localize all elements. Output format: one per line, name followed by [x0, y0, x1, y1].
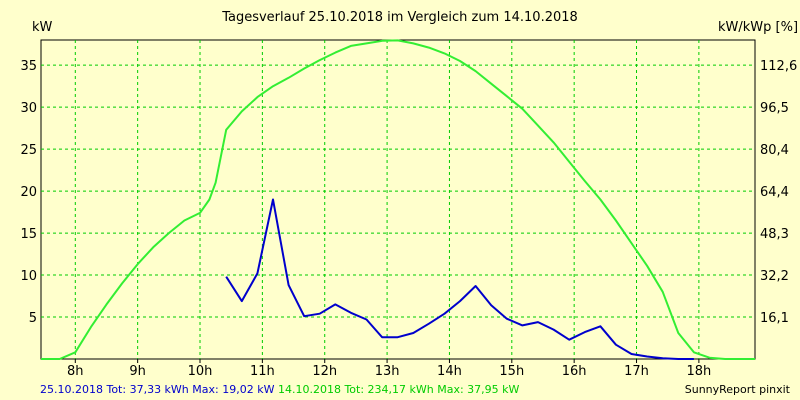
y-tick-label-left: 30 — [20, 101, 37, 116]
y-tick-label-left: 15 — [20, 227, 37, 242]
y-tick-label-right: 32,2 — [760, 269, 789, 284]
series-line-2 — [41, 39, 755, 360]
x-tick-label: 11h — [250, 364, 275, 379]
chart-footer: 25.10.2018 Tot: 37,33 kWh Max: 19,02 kW … — [40, 383, 519, 396]
x-tick-label: 14h — [437, 364, 462, 379]
series-line-1 — [225, 198, 694, 360]
footer-series2-summary: 14.10.2018 Tot: 234,17 kWh Max: 37,95 kW — [277, 383, 520, 396]
y-tick-label-right: 96,5 — [760, 101, 789, 116]
x-tick-label: 10h — [188, 364, 213, 379]
footer-series1-summary: 25.10.2018 Tot: 37,33 kWh Max: 19,02 kW — [40, 383, 275, 396]
x-tick-label: 8h — [67, 364, 84, 379]
y-tick-label-left: 5 — [29, 311, 37, 326]
x-tick-label: 13h — [375, 364, 400, 379]
credit-text: SunnyReport pinxit — [684, 383, 790, 396]
x-tick-label: 9h — [129, 364, 146, 379]
y-axis-label-left: kW — [32, 20, 53, 35]
y-tick-label-right: 112,6 — [760, 59, 797, 74]
x-tick-label: 18h — [686, 364, 711, 379]
x-tick-label: 17h — [624, 364, 649, 379]
y-tick-label-left: 35 — [20, 59, 37, 74]
x-tick-label: 15h — [499, 364, 524, 379]
chart-title: Tagesverlauf 25.10.2018 im Vergleich zum… — [222, 10, 578, 25]
x-tick-label: 12h — [312, 364, 337, 379]
y-tick-label-right: 48,3 — [760, 227, 789, 242]
y-tick-label-right: 16,1 — [760, 311, 789, 326]
plot-frame — [40, 39, 756, 360]
y-tick-label-left: 20 — [20, 185, 37, 200]
y-tick-label-left: 10 — [20, 269, 37, 284]
y-tick-label-right: 80,4 — [760, 143, 789, 158]
x-tick-label: 16h — [562, 364, 587, 379]
y-tick-label-right: 64,4 — [760, 185, 789, 200]
y-axis-label-right: kW/kWp [%] — [718, 20, 799, 35]
y-tick-label-left: 25 — [20, 143, 37, 158]
